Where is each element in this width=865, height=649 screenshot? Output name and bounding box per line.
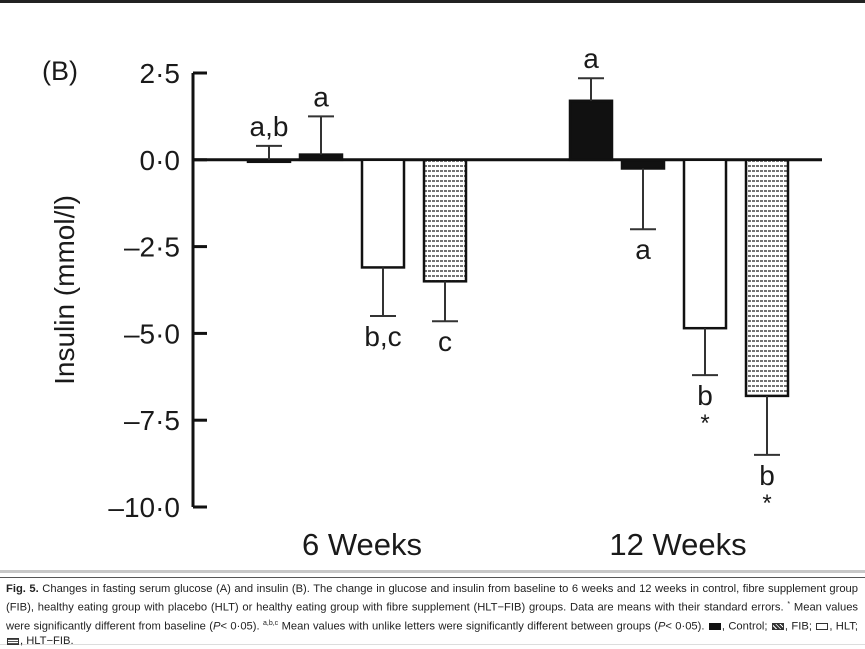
caption-text: Fig. 5. Changes in fasting serum glucose… — [6, 582, 858, 649]
y-tick-label: –2·5 — [124, 232, 180, 263]
y-tick-label: –7·5 — [124, 405, 180, 436]
significance-label: b — [697, 380, 713, 411]
legend-swatch-hlt-icon — [816, 623, 829, 631]
bar-fib-6wk — [298, 153, 344, 162]
legend-label-hlt: , HLT; — [829, 620, 858, 633]
bar-hltfib-6wk — [422, 158, 468, 283]
y-tick-label: –10·0 — [108, 492, 180, 523]
caption-star: * — [787, 601, 791, 608]
significance-label: a,b — [250, 111, 289, 142]
baseline-significance-star: * — [762, 490, 771, 517]
bar-hlt-12wk — [682, 158, 728, 330]
baseline-significance-star: * — [700, 410, 709, 437]
significance-label: a — [583, 43, 599, 74]
significance-label: b — [759, 460, 775, 491]
caption-separator — [0, 570, 865, 573]
y-tick-label: –5·0 — [124, 318, 180, 349]
legend-swatch-fib-icon — [771, 623, 784, 631]
caption-sup: a,b,c — [263, 619, 279, 627]
bar-control-6wk — [246, 158, 292, 164]
x-category-label: 12 Weeks — [609, 527, 746, 562]
bar-hlt-6wk — [360, 158, 406, 269]
significance-label: a — [635, 234, 651, 265]
significance-label: c — [438, 326, 452, 357]
y-axis-label: Insulin (mmol/l) — [49, 195, 80, 385]
bar-hltfib-12wk — [744, 158, 790, 398]
legend-swatch-hlt-fib-icon — [7, 638, 19, 646]
x-category-label: 6 Weeks — [302, 527, 422, 562]
caption-text-4: Mean values with unlike letters were sig… — [278, 620, 658, 633]
y-tick-label: 0·0 — [140, 145, 180, 176]
panel-label: (B) — [42, 56, 78, 86]
caption-p2: P — [657, 620, 666, 633]
figure-caption: Fig. 5. Changes in fasting serum glucose… — [0, 577, 865, 647]
legend-label-hlt-fib: , HLT−FIB. — [20, 635, 74, 648]
caption-text-5: < 0·05). — [665, 620, 708, 633]
legend-label-fib: , FIB; — [784, 620, 816, 633]
caption-text-2: Mean values were significantly different… — [6, 601, 859, 633]
significance-label: a — [313, 81, 329, 112]
legend-swatch-control-icon — [708, 623, 721, 631]
top-border — [0, 0, 865, 3]
significance-label: b,c — [364, 321, 401, 352]
bar-chart: (B) Insulin (mmol/l) 2·5 0·0 –2·5 –5·0 –7·5 –… — [42, 43, 822, 562]
legend-label-control: , Control; — [721, 620, 771, 633]
caption-text-1: Changes in fasting serum glucose (A) and… — [6, 583, 858, 614]
bar-control-12wk — [568, 99, 614, 162]
caption-fig-label: Fig. 5. — [6, 583, 39, 595]
caption-text-3: < 0·05). — [220, 620, 263, 633]
caption-p1: P — [213, 620, 221, 633]
bar-fib-12wk — [620, 158, 666, 170]
y-tick-label: 2·5 — [140, 58, 180, 89]
